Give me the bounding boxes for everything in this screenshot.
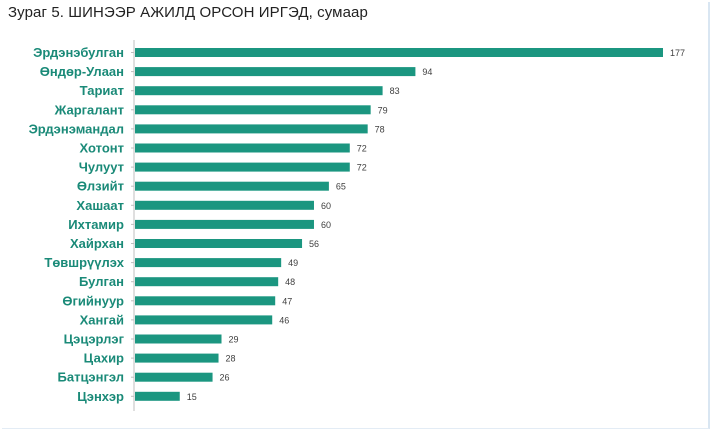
value-label: 28 [226, 354, 236, 364]
value-label: 72 [357, 144, 367, 154]
value-label: 60 [321, 220, 331, 230]
value-label: 177 [670, 48, 685, 58]
value-label: 79 [378, 105, 388, 115]
category-label: Өлзийт [77, 179, 124, 194]
category-label: Эрдэнэбулган [33, 45, 124, 60]
category-label: Төвшрүүлэх [44, 255, 124, 270]
bar [135, 86, 383, 96]
category-label: Өндөр-Улаан [40, 64, 124, 79]
category-label: Батцэнгэл [58, 370, 125, 385]
bar [135, 334, 222, 344]
category-label: Өгийнуур [62, 293, 124, 308]
value-label: 72 [357, 163, 367, 173]
bar [135, 124, 368, 134]
bar [135, 239, 303, 248]
category-label: Ихтамир [68, 217, 124, 232]
chart-frame [2, 2, 710, 429]
bar [135, 67, 416, 77]
bar [135, 391, 180, 401]
category-label: Цахир [84, 351, 124, 366]
bar [135, 277, 279, 287]
value-label: 46 [279, 315, 289, 325]
category-label: Чулуут [79, 160, 124, 175]
bar [135, 48, 663, 57]
bar [135, 296, 276, 306]
value-label: 83 [390, 86, 400, 96]
value-label: 29 [229, 335, 239, 345]
category-label: Жаргалант [54, 102, 124, 117]
value-label: 15 [187, 392, 197, 402]
bar [135, 372, 213, 382]
value-label: 47 [282, 296, 292, 306]
category-label: Цэцэрлэг [64, 332, 125, 347]
value-label: 65 [336, 182, 346, 192]
bar [135, 258, 282, 268]
bar [135, 219, 314, 229]
category-label: Тариат [80, 83, 124, 98]
value-label: 78 [375, 124, 385, 134]
category-label: Хотонт [80, 141, 124, 156]
value-label: 56 [309, 239, 319, 249]
bar [135, 353, 219, 363]
bar [135, 105, 371, 115]
bar [135, 181, 329, 191]
chart-caption: Зураг 5. ШИНЭЭР АЖИЛД ОРСОН ИРГЭД, сумаа… [8, 4, 368, 21]
value-label: 60 [321, 201, 331, 211]
value-label: 49 [288, 258, 298, 268]
category-label: Хангай [80, 312, 124, 327]
bar [135, 200, 314, 210]
value-label: 94 [422, 67, 432, 77]
category-label: Цэнхэр [77, 389, 124, 404]
bar [135, 315, 273, 325]
bar [135, 143, 350, 153]
category-label: Хайрхан [70, 236, 124, 251]
category-label: Эрдэнэмандал [29, 121, 124, 136]
bar [135, 162, 350, 172]
value-label: 26 [220, 373, 230, 383]
category-label: Хашаат [76, 198, 124, 213]
value-label: 48 [285, 277, 295, 287]
category-label: Булган [79, 274, 124, 289]
